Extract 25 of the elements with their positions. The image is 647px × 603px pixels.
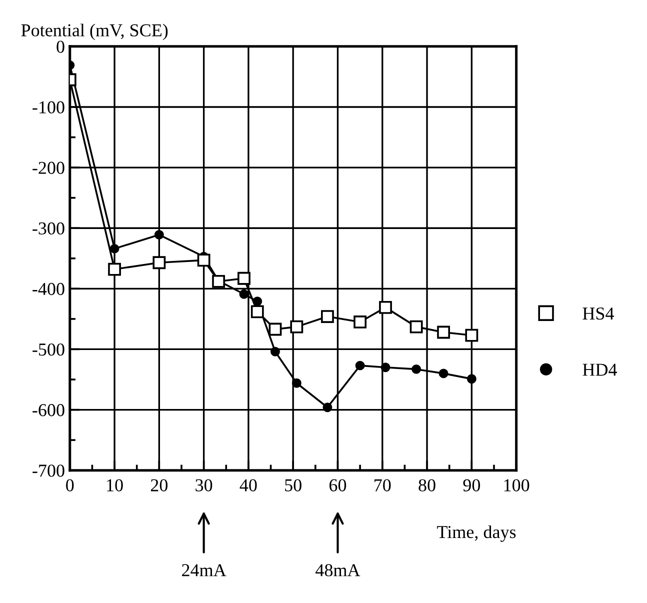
- x-tick-label: 90: [463, 479, 480, 492]
- y-tick-label: 0: [56, 40, 64, 53]
- y-tick-label: -400: [32, 282, 64, 296]
- x-tick-label: 60: [329, 479, 346, 492]
- x-axis-title: Time, days: [437, 525, 516, 542]
- y-tick-label: -600: [32, 404, 64, 416]
- y-axis-title: Potential (mV, SCE): [21, 24, 168, 40]
- x-tick-label: 70: [374, 479, 391, 492]
- x-tick-label: 80: [418, 479, 436, 492]
- y-tick-label: -200: [32, 162, 64, 174]
- x-tick-label: 0: [66, 479, 74, 492]
- y-tick-label: -700: [32, 464, 64, 477]
- legend-label: HD4: [582, 364, 617, 376]
- y-tick-label: -500: [32, 343, 64, 356]
- y-tick-label: -100: [32, 101, 64, 114]
- x-tick-label: 20: [150, 479, 168, 492]
- text: 24mA: [182, 564, 226, 576]
- x-tick-label: 10: [107, 479, 123, 492]
- legend-label: HS4: [582, 308, 614, 320]
- x-tick-label: 40: [240, 479, 257, 492]
- y-tick-label: -300: [32, 222, 64, 235]
- x-tick-label: 50: [285, 479, 302, 492]
- text: 48mA: [316, 564, 360, 576]
- x-tick-label: 30: [196, 479, 212, 492]
- x-tick-label: 100: [504, 479, 530, 492]
